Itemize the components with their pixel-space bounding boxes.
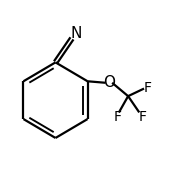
Text: O: O: [103, 75, 115, 90]
Text: F: F: [139, 110, 147, 124]
Text: F: F: [114, 110, 122, 124]
Text: F: F: [144, 81, 152, 95]
Text: N: N: [71, 26, 82, 41]
